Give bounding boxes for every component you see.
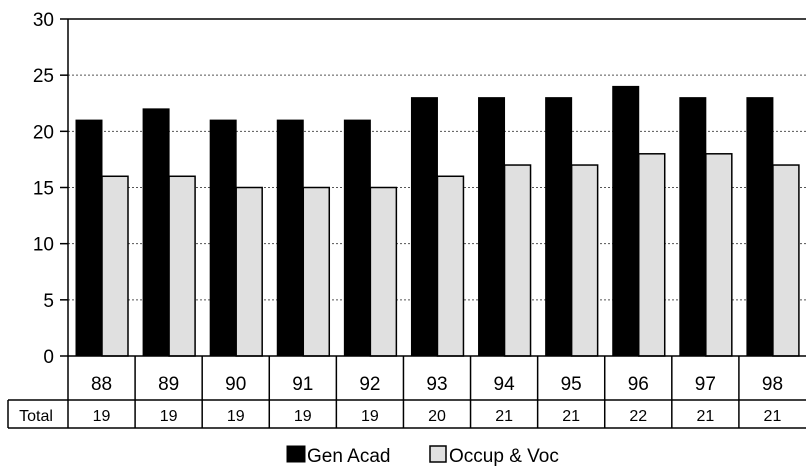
total-value-94: 21 (495, 408, 513, 425)
table-row-label-total: Total (19, 408, 53, 425)
category-label-98: 98 (762, 374, 783, 395)
category-label-88: 88 (91, 374, 112, 395)
y-tick-label-30: 30 (33, 10, 54, 31)
bar-gen-acad-98 (746, 97, 774, 357)
category-label-93: 93 (426, 374, 447, 395)
category-label-91: 91 (292, 374, 313, 395)
bar-occup-voc-91 (302, 186, 331, 357)
total-value-96: 22 (629, 408, 647, 425)
bar-gen-acad-90 (209, 119, 237, 357)
category-label-89: 89 (158, 374, 179, 395)
total-value-93: 20 (428, 408, 446, 425)
bar-gen-acad-92 (343, 119, 371, 357)
bar-gen-acad-91 (276, 119, 304, 357)
legend-swatch-gen-acad (286, 445, 306, 463)
bar-gen-acad-94 (478, 97, 506, 357)
legend: Gen Acad Occup & Voc (286, 445, 559, 467)
category-label-90: 90 (225, 374, 246, 395)
category-label-97: 97 (695, 374, 716, 395)
bar-occup-voc-95 (570, 164, 599, 357)
total-value-97: 21 (696, 408, 714, 425)
category-label-95: 95 (561, 374, 582, 395)
bar-occup-voc-98 (772, 164, 800, 357)
total-value-92: 19 (361, 408, 379, 425)
bar-gen-acad-93 (410, 97, 438, 357)
y-tick-label-20: 20 (33, 122, 54, 143)
bar-gen-acad-89 (142, 108, 170, 357)
bar-occup-voc-96 (637, 153, 666, 357)
y-tick-labels: 0 5 10 15 20 25 30 (33, 10, 54, 368)
bar-gen-acad-88 (75, 119, 103, 357)
category-label-96: 96 (628, 374, 649, 395)
bar-occup-voc-88 (101, 175, 129, 357)
bar-occup-voc-89 (168, 175, 196, 357)
bar-gen-acad-95 (545, 97, 573, 357)
bar-occup-voc-92 (369, 186, 398, 357)
bar-occup-voc-94 (503, 164, 532, 357)
legend-label-occup-voc: Occup & Voc (449, 446, 559, 467)
bar-occup-voc-93 (436, 175, 465, 357)
y-tick-label-0: 0 (43, 347, 54, 368)
category-label-92: 92 (359, 374, 380, 395)
bar-gen-acad-97 (679, 97, 707, 357)
legend-label-gen-acad: Gen Acad (307, 446, 390, 467)
bar-gen-acad-96 (612, 85, 640, 357)
bar-occup-voc-90 (235, 186, 263, 357)
y-tick-label-5: 5 (43, 291, 54, 312)
axes (60, 18, 806, 357)
bars (75, 85, 800, 357)
legend-swatch-occup-voc (429, 445, 447, 463)
category-label-94: 94 (494, 374, 516, 395)
total-value-89: 19 (160, 408, 178, 425)
y-tick-label-15: 15 (33, 179, 54, 200)
total-value-98: 21 (764, 408, 782, 425)
bar-occup-voc-97 (705, 153, 733, 357)
y-tick-label-25: 25 (33, 66, 54, 87)
total-value-95: 21 (562, 408, 580, 425)
total-value-91: 19 (294, 408, 312, 425)
total-value-88: 19 (93, 408, 111, 425)
data-table: 88 19 89 19 90 19 91 19 92 19 93 20 94 21 95 21 96 22 97 21… (7, 355, 806, 429)
total-value-90: 19 (227, 408, 245, 425)
y-tick-label-10: 10 (33, 235, 54, 256)
